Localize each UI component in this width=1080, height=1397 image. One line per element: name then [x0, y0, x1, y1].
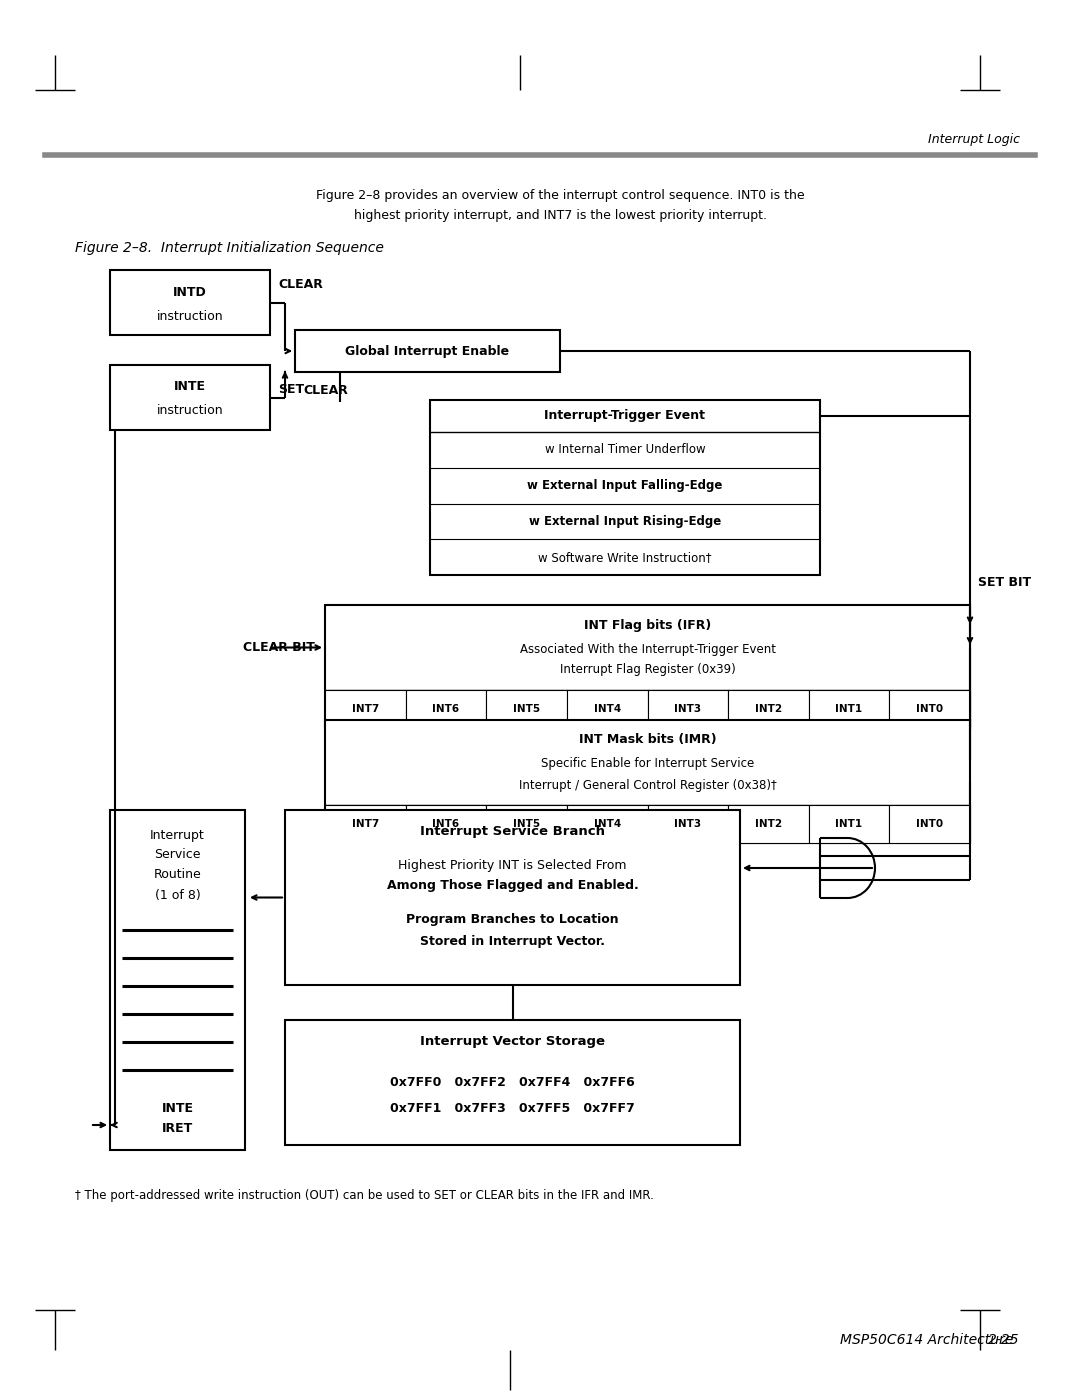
Bar	[728, 805, 809, 842]
Text: Interrupt: Interrupt	[150, 828, 205, 841]
Text: Global Interrupt Enable: Global Interrupt Enable	[346, 345, 510, 358]
Text: w External Input Falling-Edge: w External Input Falling-Edge	[527, 479, 723, 492]
Bar	[325, 805, 406, 842]
Bar	[406, 690, 486, 728]
Text: instruction: instruction	[157, 405, 224, 418]
Text: Among Those Flagged and Enabled.: Among Those Flagged and Enabled.	[387, 880, 638, 893]
Text: INT4: INT4	[594, 819, 621, 828]
Bar	[325, 690, 406, 728]
Text: Interrupt-Trigger Event: Interrupt-Trigger Event	[544, 409, 705, 422]
Text: INT5: INT5	[513, 704, 540, 714]
Text: Routine: Routine	[153, 869, 201, 882]
Text: INT1: INT1	[836, 819, 863, 828]
Bar	[567, 805, 648, 842]
Text: 0x7FF0   0x7FF2   0x7FF4   0x7FF6: 0x7FF0 0x7FF2 0x7FF4 0x7FF6	[390, 1076, 635, 1088]
Bar	[809, 805, 889, 842]
Text: Figure 2–8.  Interrupt Initialization Sequence: Figure 2–8. Interrupt Initialization Seq…	[75, 242, 383, 256]
Bar	[889, 690, 970, 728]
Text: INTD: INTD	[173, 285, 207, 299]
Text: Highest Priority INT is Selected From: Highest Priority INT is Selected From	[399, 859, 626, 872]
Bar	[325, 605, 970, 728]
Text: INT Mask bits (IMR): INT Mask bits (IMR)	[579, 733, 716, 746]
Text: INTE: INTE	[174, 380, 206, 394]
Bar	[110, 365, 270, 430]
Text: INT Flag bits (IFR): INT Flag bits (IFR)	[584, 619, 711, 631]
Bar	[325, 719, 970, 842]
Text: INT7: INT7	[352, 819, 379, 828]
Bar	[285, 1020, 740, 1146]
Bar	[406, 805, 486, 842]
Text: SET: SET	[278, 383, 305, 395]
Text: Interrupt Vector Storage: Interrupt Vector Storage	[420, 1035, 605, 1049]
Text: CLEAR: CLEAR	[303, 384, 348, 397]
Text: 2-25: 2-25	[988, 1333, 1020, 1347]
Text: w Internal Timer Underflow: w Internal Timer Underflow	[544, 443, 705, 457]
Text: Figure 2–8 provides an overview of the interrupt control sequence. INT0 is the: Figure 2–8 provides an overview of the i…	[315, 189, 805, 201]
Text: INT3: INT3	[674, 704, 701, 714]
Text: highest priority interrupt, and INT7 is the lowest priority interrupt.: highest priority interrupt, and INT7 is …	[353, 208, 767, 222]
Text: † The port-addressed write instruction (OUT) can be used to SET or CLEAR bits in: † The port-addressed write instruction (…	[75, 1189, 653, 1201]
Text: Interrupt / General Control Register (0x38)†: Interrupt / General Control Register (0x…	[518, 778, 777, 792]
Text: IRET: IRET	[162, 1122, 193, 1134]
Text: INT6: INT6	[432, 704, 459, 714]
Text: INT2: INT2	[755, 704, 782, 714]
Bar	[889, 805, 970, 842]
Text: instruction: instruction	[157, 310, 224, 323]
Bar	[567, 690, 648, 728]
Bar	[295, 330, 561, 372]
Text: CLEAR: CLEAR	[278, 278, 323, 292]
Text: INT2: INT2	[755, 819, 782, 828]
Bar	[486, 805, 567, 842]
Text: w Software Write Instruction†: w Software Write Instruction†	[538, 550, 712, 563]
Text: MSP50C614 Architecture: MSP50C614 Architecture	[840, 1333, 1013, 1347]
Bar	[728, 690, 809, 728]
Text: INT7: INT7	[352, 704, 379, 714]
Text: INT0: INT0	[916, 704, 943, 714]
Text: Interrupt Flag Register (0x39): Interrupt Flag Register (0x39)	[559, 664, 735, 676]
Text: Interrupt Service Branch: Interrupt Service Branch	[420, 826, 605, 838]
Bar	[809, 690, 889, 728]
Bar	[110, 810, 245, 1150]
Bar	[430, 400, 820, 576]
Text: Associated With the Interrupt-Trigger Event: Associated With the Interrupt-Trigger Ev…	[519, 643, 775, 655]
Text: Specific Enable for Interrupt Service: Specific Enable for Interrupt Service	[541, 757, 754, 771]
Text: 0x7FF1   0x7FF3   0x7FF5   0x7FF7: 0x7FF1 0x7FF3 0x7FF5 0x7FF7	[390, 1101, 635, 1115]
Text: w External Input Rising-Edge: w External Input Rising-Edge	[529, 515, 721, 528]
Text: INT1: INT1	[836, 704, 863, 714]
Text: INTE: INTE	[162, 1101, 193, 1115]
Bar	[648, 805, 728, 842]
Text: Program Branches to Location: Program Branches to Location	[406, 914, 619, 926]
Bar	[285, 810, 740, 985]
Text: SET BIT: SET BIT	[978, 576, 1031, 588]
Text: INT5: INT5	[513, 819, 540, 828]
Text: (1 of 8): (1 of 8)	[154, 888, 201, 901]
Text: Interrupt Logic: Interrupt Logic	[928, 134, 1020, 147]
Text: CLEAR BIT: CLEAR BIT	[243, 641, 315, 654]
Bar	[486, 690, 567, 728]
Bar	[648, 690, 728, 728]
Bar	[110, 270, 270, 335]
Text: Service: Service	[154, 848, 201, 862]
Text: Stored in Interrupt Vector.: Stored in Interrupt Vector.	[420, 936, 605, 949]
Text: INT0: INT0	[916, 819, 943, 828]
Text: INT3: INT3	[674, 819, 701, 828]
Text: INT4: INT4	[594, 704, 621, 714]
Text: INT6: INT6	[432, 819, 459, 828]
